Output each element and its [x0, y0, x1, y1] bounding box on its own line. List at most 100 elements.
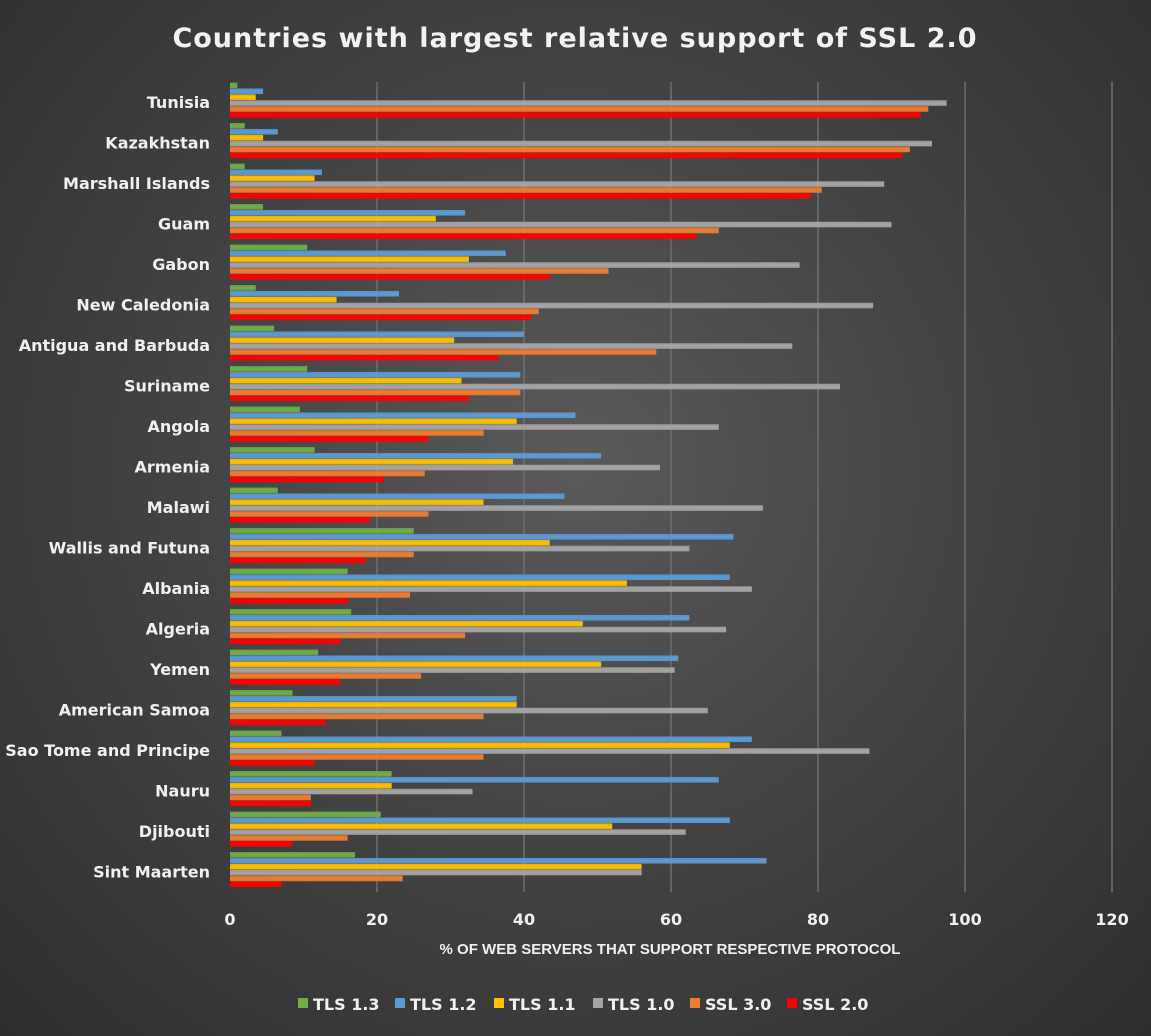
bar-antigua-and-barbuda-ssl-2-0	[230, 355, 499, 361]
bar-sao-tome-and-principe-tls-1-2	[230, 736, 752, 743]
bar-tunisia-ssl-3-0	[230, 106, 929, 112]
legend-label: TLS 1.3	[313, 995, 380, 1014]
x-tick-0: 0	[224, 910, 235, 929]
bar-yemen-ssl-2-0	[230, 679, 341, 685]
x-tick-100: 100	[948, 910, 981, 929]
bar-malawi-tls-1-0	[230, 505, 763, 511]
bar-antigua-and-barbuda-tls-1-2	[230, 331, 524, 338]
bar-sao-tome-and-principe-tls-1-0	[230, 748, 870, 754]
bar-wallis-and-futuna-tls-1-3	[230, 528, 414, 534]
bar-sao-tome-and-principe-ssl-3-0	[230, 754, 484, 760]
bar-kazakhstan-tls-1-3	[230, 123, 245, 129]
bar-new-caledonia-tls-1-1	[230, 296, 337, 303]
legend-swatch-ssl-2-0	[787, 998, 797, 1008]
bar-albania-ssl-2-0	[230, 598, 348, 604]
legend-swatch-tls-1-2	[395, 998, 405, 1008]
x-axis-label: % OF WEB SERVERS THAT SUPPORT RESPECTIVE…	[440, 941, 901, 958]
bar-nauru-tls-1-2	[230, 776, 719, 783]
bar-albania-tls-1-3	[230, 568, 348, 575]
x-tick-labels: 0 20 40 60 80 100 120	[224, 910, 1128, 929]
legend-swatch-tls-1-1	[494, 998, 504, 1008]
category-label: Sao Tome and Principe	[5, 741, 210, 760]
legend-swatch-ssl-3-0	[690, 998, 700, 1008]
bar-kazakhstan-ssl-2-0	[230, 152, 903, 159]
bar-yemen-tls-1-2	[230, 655, 679, 662]
bar-suriname-ssl-2-0	[230, 395, 469, 402]
bar-nauru-ssl-3-0	[230, 794, 311, 801]
bar-marshall-islands-tls-1-0	[230, 181, 885, 187]
bar-algeria-tls-1-0	[230, 626, 727, 633]
bar-marshall-islands-ssl-2-0	[230, 193, 811, 199]
bar-new-caledonia-tls-1-3	[230, 285, 256, 291]
bar-sint-maarten-ssl-3-0	[230, 875, 403, 882]
legend-swatch-tls-1-3	[298, 998, 308, 1008]
bar-marshall-islands-ssl-3-0	[230, 187, 822, 193]
bars	[230, 82, 947, 888]
bar-american-samoa-ssl-3-0	[230, 713, 484, 720]
bar-american-samoa-tls-1-1	[230, 701, 517, 708]
bar-kazakhstan-ssl-3-0	[230, 146, 910, 153]
bar-gabon-ssl-3-0	[230, 268, 609, 274]
bar-kazakhstan-tls-1-2	[230, 128, 278, 135]
bar-nauru-tls-1-1	[230, 782, 392, 789]
x-tick-120: 120	[1095, 910, 1128, 929]
bar-sao-tome-and-principe-ssl-2-0	[230, 760, 315, 766]
x-tick-20: 20	[366, 910, 388, 929]
category-label: Angola	[148, 417, 211, 436]
category-label: Yemen	[149, 660, 210, 679]
bar-armenia-tls-1-0	[230, 464, 660, 471]
bar-marshall-islands-tls-1-1	[230, 175, 315, 181]
category-label: Malawi	[147, 498, 210, 517]
category-label: Albania	[142, 579, 210, 598]
bar-armenia-ssl-2-0	[230, 476, 385, 483]
bar-kazakhstan-tls-1-0	[230, 140, 932, 147]
bar-armenia-ssl-3-0	[230, 470, 425, 477]
category-label: Guam	[158, 214, 210, 233]
category-labels: Tunisia Kazakhstan Marshall Islands Guam Gab…	[5, 93, 210, 882]
bar-nauru-tls-1-3	[230, 771, 392, 777]
bar-guam-ssl-3-0	[230, 227, 719, 234]
x-tick-60: 60	[660, 910, 682, 929]
chart-title: Countries with largest relative support …	[172, 23, 977, 54]
category-label: Sint Maarten	[93, 862, 210, 881]
bar-angola-tls-1-2	[230, 412, 576, 419]
bar-djibouti-tls-1-0	[230, 829, 686, 835]
bar-wallis-and-futuna-tls-1-2	[230, 533, 734, 540]
bar-american-samoa-tls-1-2	[230, 695, 517, 702]
legend-label: TLS 1.0	[608, 995, 675, 1014]
bar-yemen-tls-1-3	[230, 649, 319, 656]
bar-american-samoa-tls-1-0	[230, 707, 708, 714]
bar-algeria-tls-1-3	[230, 609, 352, 615]
bar-suriname-tls-1-2	[230, 371, 521, 378]
bar-guam-tls-1-0	[230, 221, 892, 228]
legend-label: SSL 2.0	[802, 995, 868, 1014]
bar-guam-tls-1-1	[230, 215, 436, 222]
bar-albania-tls-1-2	[230, 574, 730, 581]
bar-sint-maarten-tls-1-0	[230, 869, 642, 876]
bar-guam-tls-1-2	[230, 209, 466, 216]
bar-algeria-tls-1-1	[230, 620, 583, 627]
bar-armenia-tls-1-1	[230, 458, 513, 465]
bar-djibouti-tls-1-1	[230, 823, 613, 829]
bar-sint-maarten-tls-1-3	[230, 852, 355, 858]
bar-suriname-tls-1-3	[230, 366, 308, 372]
bar-djibouti-ssl-2-0	[230, 841, 293, 847]
bar-armenia-tls-1-2	[230, 452, 602, 459]
bar-albania-tls-1-0	[230, 586, 752, 592]
bar-suriname-tls-1-1	[230, 377, 462, 384]
bar-nauru-tls-1-0	[230, 788, 473, 795]
bar-albania-tls-1-1	[230, 580, 627, 586]
bar-gabon-tls-1-0	[230, 262, 800, 268]
bar-antigua-and-barbuda-tls-1-3	[230, 325, 275, 332]
bar-algeria-tls-1-2	[230, 614, 690, 621]
bar-american-samoa-tls-1-3	[230, 690, 293, 696]
bar-new-caledonia-ssl-3-0	[230, 308, 539, 315]
legend-label: TLS 1.1	[509, 995, 576, 1014]
bar-guam-tls-1-3	[230, 204, 264, 210]
bar-sint-maarten-ssl-2-0	[230, 881, 282, 888]
bar-angola-tls-1-1	[230, 418, 517, 424]
legend-label: TLS 1.2	[410, 995, 477, 1014]
x-tick-80: 80	[807, 910, 829, 929]
